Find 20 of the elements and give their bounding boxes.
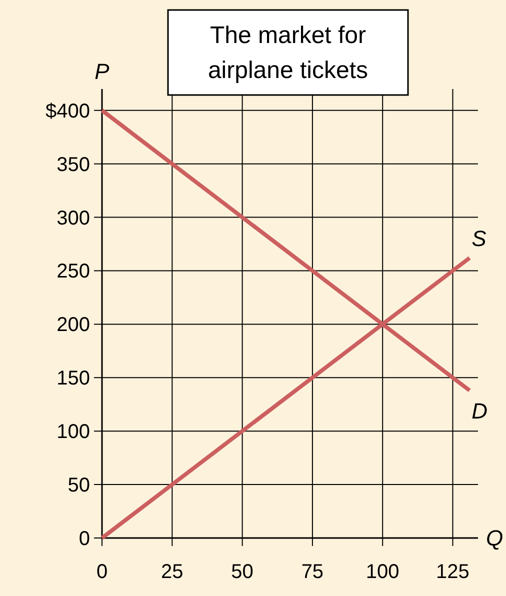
- x-tick-label: 25: [161, 561, 184, 583]
- x-tick-label: 50: [231, 561, 254, 583]
- y-tick-label: 100: [56, 421, 90, 444]
- y-tick-label: 200: [56, 314, 90, 336]
- y-tick-label: $400: [46, 100, 90, 122]
- chart-title: The market for airplane tickets: [208, 22, 368, 84]
- x-tick-label: 75: [301, 561, 324, 583]
- y-axis-title: P: [94, 59, 110, 84]
- x-tick-label: 0: [96, 561, 108, 583]
- x-axis-title: Q: [486, 526, 504, 551]
- y-tick-label: 350: [56, 154, 90, 176]
- series-label: S: [472, 226, 487, 251]
- y-tick-label: 300: [56, 207, 90, 230]
- y-tick-label: 50: [68, 474, 90, 497]
- y-tick-label: 150: [56, 368, 90, 390]
- y-tick-label: 250: [56, 260, 90, 283]
- x-tick-label: 125: [436, 561, 470, 583]
- y-tick-label: 0: [78, 528, 90, 550]
- x-tick-label: 100: [366, 561, 400, 583]
- series-label: D: [472, 398, 488, 424]
